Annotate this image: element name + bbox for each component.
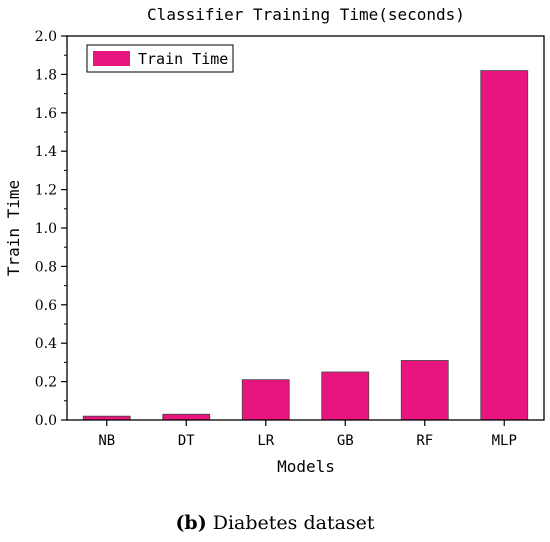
y-tick-label: 1.0 <box>35 221 57 237</box>
y-tick-label: 0.0 <box>35 413 57 429</box>
bar-gb <box>321 371 370 421</box>
legend-swatch <box>93 51 130 66</box>
y-tick-label: 1.4 <box>35 144 57 160</box>
y-tick-label: 0.4 <box>35 336 57 352</box>
bar-rf <box>400 360 449 421</box>
y-ticks-group: 0.0 0.2 0.4 0.6 0.8 1.0 1.2 1.4 1.6 1.8 2.0 <box>35 29 67 429</box>
legend: Train Time <box>86 44 234 73</box>
legend-label-train-time: Train Time <box>138 50 228 68</box>
y-tick-label: 1.2 <box>35 183 57 199</box>
x-axis-label: Models <box>277 457 335 476</box>
x-tick-label-mlp: MLP <box>492 433 517 449</box>
caption-letter: (b) <box>175 512 207 534</box>
bar-mlp <box>480 70 529 421</box>
bars-group <box>82 70 529 421</box>
chart-title: Classifier Training Time(seconds) <box>147 5 465 24</box>
figure-caption: (b) Diabetes dataset <box>0 512 550 534</box>
x-tick-label-rf: RF <box>416 433 433 449</box>
y-tick-label: 1.6 <box>35 106 57 122</box>
x-ticks-group: NB DT LR GB RF MLP <box>98 420 517 449</box>
y-axis-label: Train Time <box>4 180 23 276</box>
plot-border <box>66 35 545 421</box>
y-tick-label: 0.8 <box>35 259 57 275</box>
x-tick-label-dt: DT <box>178 433 195 449</box>
plot-frame <box>66 35 545 421</box>
y-tick-label: 0.6 <box>35 298 57 314</box>
x-tick-label-gb: GB <box>337 433 354 449</box>
y-tick-label: 1.8 <box>35 67 57 83</box>
caption-text: Diabetes dataset <box>206 512 375 534</box>
bar-chart: Classifier Training Time(seconds) Train … <box>4 5 545 476</box>
x-tick-label-lr: LR <box>257 433 274 449</box>
y-tick-label: 2.0 <box>35 29 57 45</box>
bar-lr <box>241 379 290 421</box>
bar-dt <box>162 413 211 421</box>
x-tick-label-nb: NB <box>98 433 115 449</box>
y-tick-label: 0.2 <box>35 375 57 391</box>
